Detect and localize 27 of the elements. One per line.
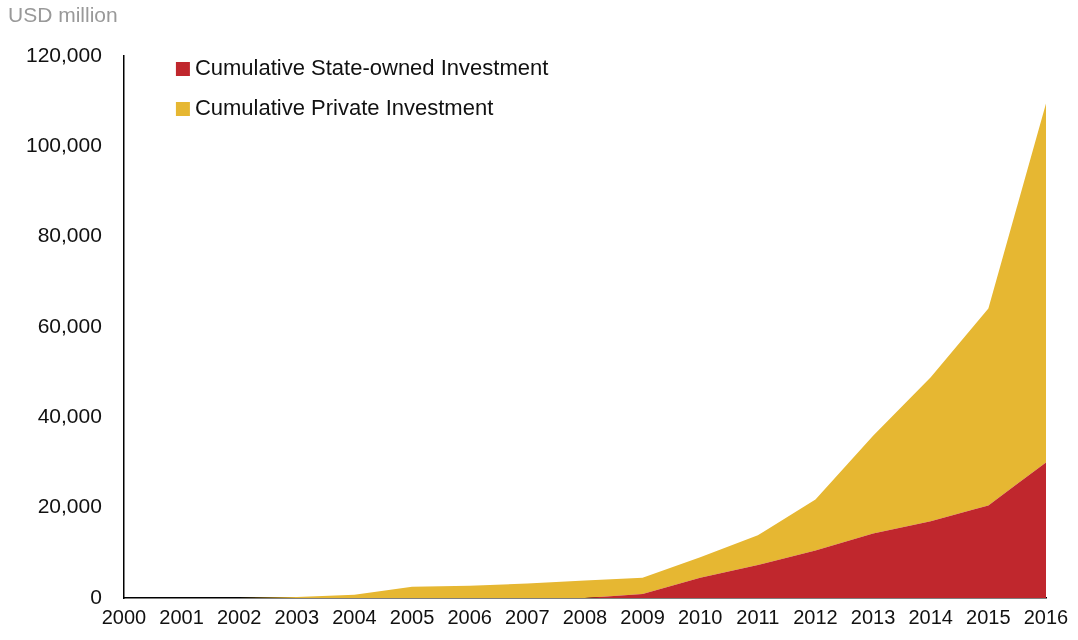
x-tick-label: 2013 xyxy=(850,605,896,628)
y-tick-label: 20,000 xyxy=(37,494,102,518)
x-tick-label: 2004 xyxy=(332,605,377,628)
legend-label: Cumulative State-owned Investment xyxy=(194,55,549,81)
y-tick-label: 120,000 xyxy=(25,42,102,66)
x-tick-label: 2009 xyxy=(620,605,665,628)
y-axis-title: USD million xyxy=(8,3,118,27)
x-tick-label: 2007 xyxy=(505,605,550,628)
x-tick-label: 2016 xyxy=(1023,605,1069,628)
x-tick-label: 2011 xyxy=(736,605,780,628)
x-tick-label: 2012 xyxy=(793,605,838,628)
x-tick-label: 2008 xyxy=(562,605,608,628)
y-tick-label: 100,000 xyxy=(25,133,102,157)
x-tick-label: 2015 xyxy=(966,605,1011,628)
x-tick-label: 2003 xyxy=(274,605,320,628)
y-tick-label: 60,000 xyxy=(37,313,102,337)
x-tick-label: 2014 xyxy=(908,605,953,628)
y-tick-label: 40,000 xyxy=(37,404,102,428)
x-tick-label: 2000 xyxy=(101,605,147,628)
x-tick-label: 2010 xyxy=(677,605,723,628)
x-tick-label: 2006 xyxy=(447,605,492,628)
y-tick-label: 0 xyxy=(90,584,102,608)
x-tick-label: 2002 xyxy=(216,605,262,628)
legend-label: Cumulative Private Investment xyxy=(194,95,494,121)
x-tick-label: 2005 xyxy=(389,605,435,628)
x-tick-label: 2001 xyxy=(159,605,204,628)
y-tick-label: 80,000 xyxy=(37,223,102,247)
